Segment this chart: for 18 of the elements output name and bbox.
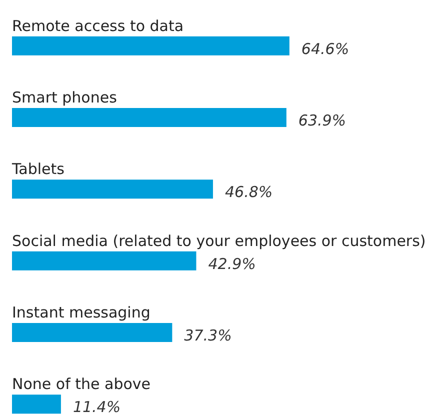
data-label: 64.6% (301, 40, 350, 58)
y-tick-label: Social media (related to your employees or customers) (12, 232, 426, 250)
bar (12, 108, 286, 127)
data-label: 37.3% (184, 326, 232, 344)
bar (12, 251, 196, 270)
y-tick-label: Remote access to data (12, 16, 184, 35)
y-tick-label: Smart phones (12, 88, 118, 106)
data-label: 46.8% (224, 183, 273, 202)
bar (12, 394, 61, 414)
data-label: 42.9% (208, 254, 256, 273)
data-label: 11.4% (72, 398, 121, 414)
y-tick-label: None of the above (12, 375, 151, 394)
bar (12, 180, 213, 199)
y-tick-label: Tablets (11, 160, 65, 178)
bar (12, 323, 172, 342)
bar (12, 36, 290, 56)
data-label: 63.9% (298, 112, 346, 130)
y-tick-label: Instant messaging (12, 304, 150, 322)
